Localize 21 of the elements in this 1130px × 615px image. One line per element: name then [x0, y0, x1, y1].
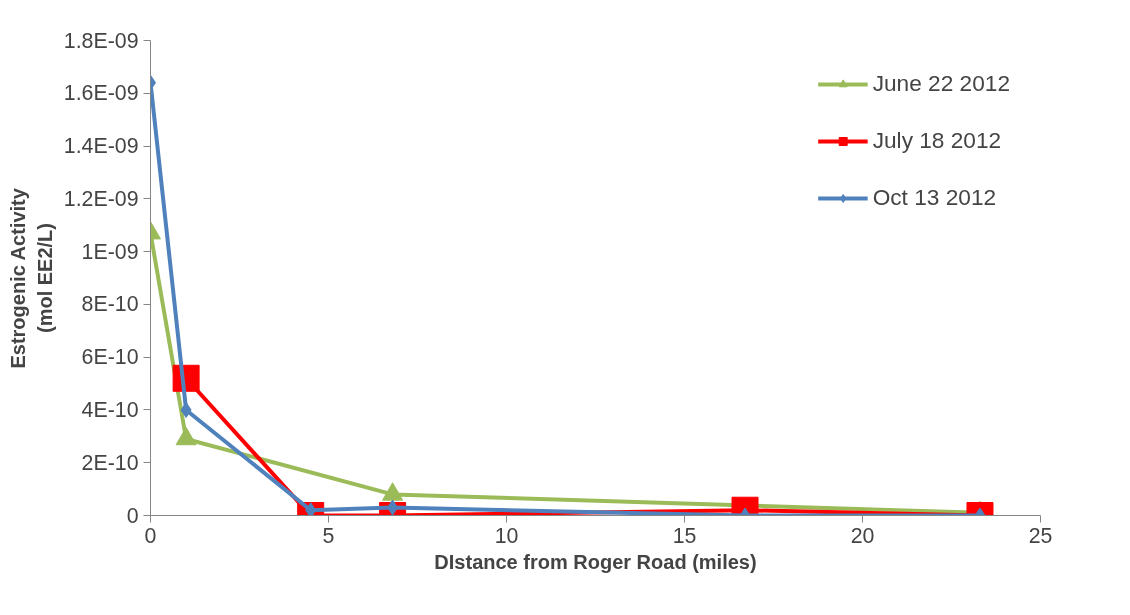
legend-label: Oct 13 2012: [872, 184, 997, 211]
y-tick-label: 1.6E-09: [63, 81, 139, 106]
y-tick-label: 4E-10: [81, 397, 139, 422]
x-tick-label: 0: [144, 523, 157, 548]
y-tick-label: 2E-10: [81, 450, 139, 475]
legend-label: July 18 2012: [872, 127, 1002, 154]
y-tick-label: 6E-10: [81, 345, 139, 370]
y-axis-title: Estrogenic Activity (mol EE2/L): [7, 187, 56, 369]
x-tick-label: 25: [1028, 523, 1053, 548]
x-tick-label: 15: [672, 523, 697, 548]
x-tick-label: 10: [494, 523, 519, 548]
y-tick-label: 1.4E-09: [63, 134, 139, 159]
y-tick-label: 1E-09: [81, 239, 139, 264]
y-tick-label: 1.8E-09: [63, 28, 139, 53]
x-tick-label: 20: [850, 523, 875, 548]
x-tick-label: 5: [322, 523, 335, 548]
legend-label: June 22 2012: [872, 70, 1010, 97]
y-tick-label: 0: [126, 503, 139, 528]
y-tick-label: 1.2E-09: [63, 186, 139, 211]
x-axis-title: DIstance from Roger Road (miles): [434, 550, 757, 573]
y-tick-label: 8E-10: [81, 292, 139, 317]
